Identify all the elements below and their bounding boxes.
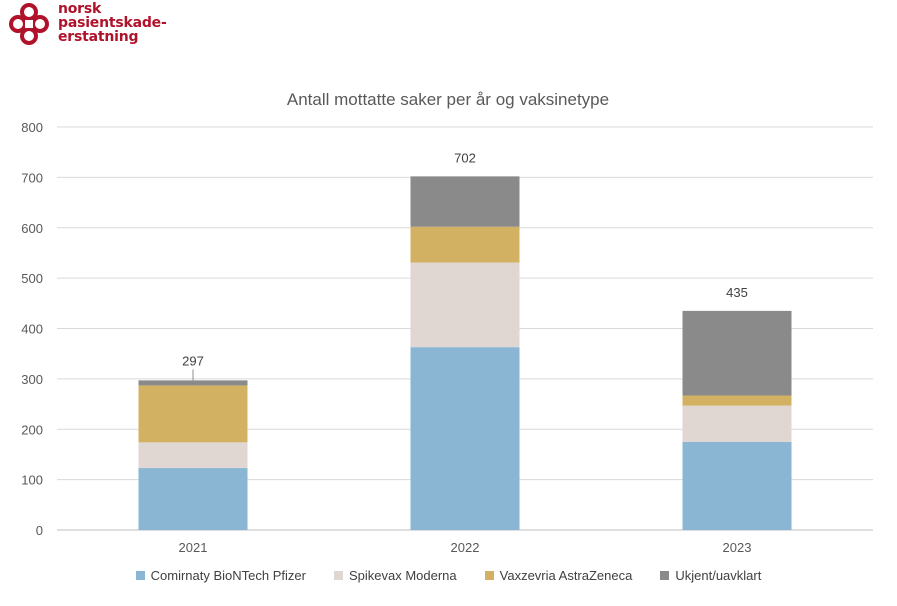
total-label: 702 [454, 150, 476, 165]
brand-line-1: norsk [58, 1, 102, 17]
legend-swatch [135, 571, 145, 580]
x-axis: 2021 2022 2023 [179, 540, 752, 555]
y-tick-label: 400 [21, 322, 43, 337]
brand-logo: norsk pasientskade- erstatning [8, 2, 167, 46]
total-labels: 297 702 435 [182, 150, 748, 381]
y-tick-label: 300 [21, 372, 43, 387]
y-tick-label: 600 [21, 221, 43, 236]
bar-segment [682, 441, 792, 530]
y-tick-label: 200 [21, 422, 43, 437]
legend-swatch [484, 571, 494, 580]
chart-title: Antall mottatte saker per år og vaksinet… [287, 90, 609, 109]
legend-item: Vaxzevria AstraZeneca [484, 568, 633, 583]
y-tick-label: 700 [21, 170, 43, 185]
brand-name: norsk pasientskade- erstatning [58, 2, 167, 44]
bar-segment [138, 380, 248, 386]
brand-line-3: erstatning [58, 29, 139, 45]
chart-bars [138, 176, 792, 530]
logo-cross-icon [9, 3, 49, 45]
chart-legend: Comirnaty BioNTech Pfizer Spikevax Modern… [0, 568, 897, 583]
bar-segment [138, 385, 248, 443]
x-tick-label: 2022 [451, 540, 480, 555]
legend-label: Ukjent/uavklart [675, 568, 762, 583]
bar-segment [410, 226, 520, 263]
legend-label: Spikevax Moderna [348, 568, 457, 583]
y-tick-label: 100 [21, 473, 43, 488]
x-tick-label: 2021 [179, 540, 208, 555]
bar-segment [682, 405, 792, 442]
bar-segment [410, 347, 520, 530]
legend-swatch [660, 571, 670, 580]
bar-segment [410, 176, 520, 227]
legend-label: Vaxzevria AstraZeneca [499, 568, 633, 583]
y-tick-label: 500 [21, 271, 43, 286]
total-label: 435 [726, 285, 748, 300]
legend-item: Ukjent/uavklart [660, 568, 761, 583]
brand-line-2: pasientskade- [58, 15, 167, 31]
total-label: 297 [182, 353, 204, 368]
legend-label: Comirnaty BioNTech Pfizer [150, 568, 306, 583]
bar-segment [682, 395, 792, 406]
bar-segment [138, 442, 248, 469]
x-tick-label: 2023 [723, 540, 752, 555]
y-tick-label: 800 [21, 120, 43, 135]
legend-item: Comirnaty BioNTech Pfizer [135, 568, 306, 583]
bar-segment [682, 310, 792, 396]
stacked-bar-chart: Antall mottatte saker per år og vaksinet… [21, 90, 873, 555]
legend-item: Spikevax Moderna [333, 568, 457, 583]
y-axis: 0 100 200 300 400 500 600 700 800 [21, 120, 43, 538]
bar-segment [138, 468, 248, 530]
bar-segment [410, 262, 520, 348]
legend-swatch [333, 571, 343, 580]
y-tick-label: 0 [36, 523, 43, 538]
